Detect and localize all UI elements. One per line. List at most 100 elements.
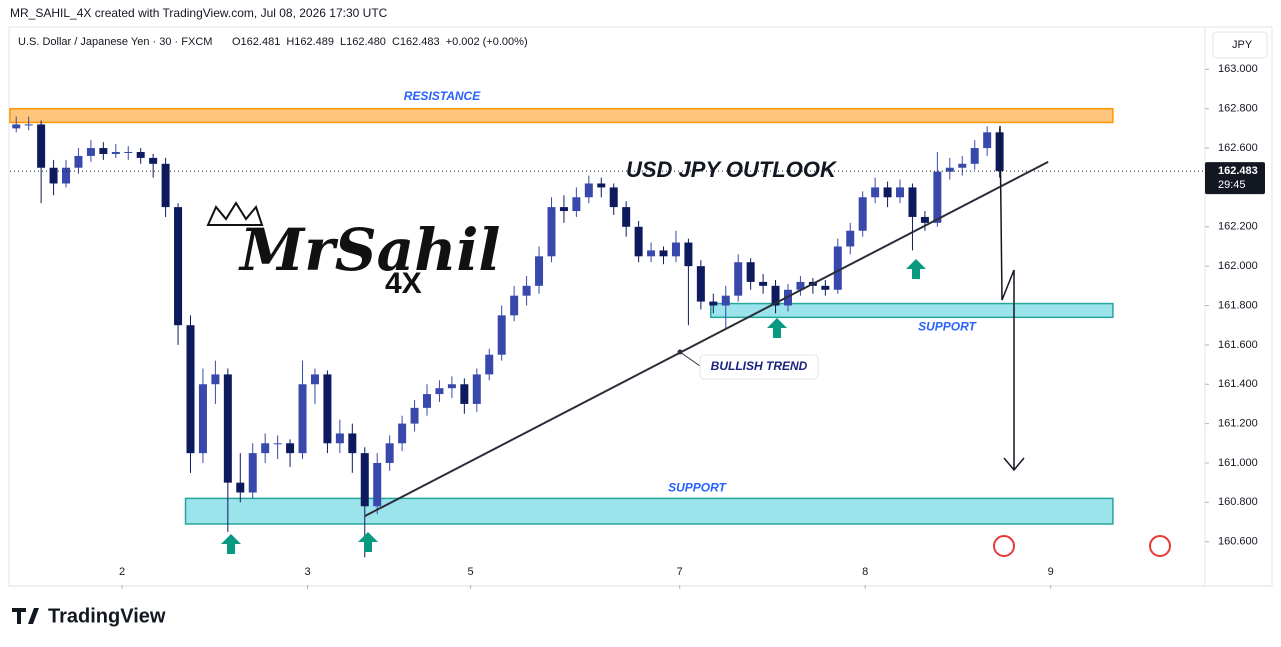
- x-tick-label: 3: [304, 566, 310, 578]
- chart-title: USD JPY OUTLOOK: [626, 157, 838, 182]
- candle-body: [572, 197, 581, 212]
- candle-body: [497, 315, 506, 355]
- candle-body: [559, 207, 568, 212]
- attribution: MR_SAHIL_4X created with TradingView.com…: [10, 6, 388, 20]
- candle-body: [671, 242, 680, 257]
- candle-body: [161, 163, 170, 208]
- y-tick-label: 162.600: [1218, 142, 1258, 154]
- candle-body: [796, 281, 805, 290]
- candle-body: [871, 187, 880, 198]
- candle-body: [198, 384, 207, 454]
- candle-body: [447, 384, 456, 389]
- candle-body: [771, 285, 780, 306]
- candle-body: [348, 433, 357, 454]
- candle-body: [696, 266, 705, 302]
- candle-body: [472, 374, 481, 404]
- chart-frame: [8, 26, 1273, 587]
- event-flag[interactable]: [993, 535, 1015, 557]
- candle-body: [647, 250, 656, 257]
- zone: [184, 497, 1114, 525]
- candle-body: [37, 124, 46, 168]
- x-tick-label: 8: [862, 566, 868, 578]
- zone: [9, 107, 1114, 124]
- candle-body: [124, 151, 133, 153]
- candle-body: [933, 171, 942, 223]
- projection-path: [999, 125, 1015, 470]
- candle-body: [435, 388, 444, 395]
- candle-body: [273, 443, 282, 445]
- y-tick-label: 161.600: [1218, 339, 1258, 351]
- candle-body: [983, 132, 992, 149]
- zone-label: RESISTANCE: [404, 89, 481, 103]
- candle-body: [609, 187, 618, 208]
- currency[interactable]: JPY: [1232, 39, 1253, 51]
- candle-body: [286, 443, 295, 454]
- candle-body: [833, 246, 842, 290]
- x-tick-label: 5: [468, 566, 474, 578]
- zone-label: SUPPORT: [668, 481, 727, 495]
- candle-body: [734, 262, 743, 296]
- candle-body: [111, 151, 120, 154]
- trend-line: [364, 160, 1049, 518]
- candle-body: [721, 295, 730, 306]
- callout-box: [699, 354, 819, 380]
- y-tick-label: 162.000: [1218, 260, 1258, 272]
- ohlc-value: L162.480: [340, 36, 386, 48]
- up-arrow: [767, 318, 787, 338]
- candle-body: [174, 207, 183, 326]
- candle-body: [485, 354, 494, 375]
- candle-body: [248, 453, 257, 493]
- candle-body: [634, 226, 643, 257]
- candle-body: [86, 148, 95, 156]
- candle-body: [12, 124, 21, 129]
- y-tick-label: 162.800: [1218, 103, 1258, 115]
- last-price-box: [1205, 162, 1265, 195]
- candle-body: [883, 187, 892, 198]
- candle-body: [136, 151, 145, 158]
- y-tick-label: 160.800: [1218, 496, 1258, 508]
- candle-body: [62, 167, 71, 184]
- candle-body: [398, 423, 407, 444]
- candle-body: [236, 482, 245, 493]
- last-price-label: 162.483: [1218, 165, 1258, 177]
- candle-body: [584, 183, 593, 198]
- candle-body: [410, 407, 419, 424]
- candle-body: [360, 453, 369, 507]
- candle-body: [323, 374, 332, 444]
- candle-body: [547, 207, 556, 257]
- candle-body: [460, 384, 469, 404]
- ohlc-value: H162.489: [286, 36, 334, 48]
- candle-body: [211, 374, 220, 385]
- candle-body: [149, 157, 158, 164]
- candle-body: [373, 462, 382, 507]
- candle-body: [970, 148, 979, 164]
- callout-line: [679, 351, 701, 367]
- watermark: MrSahil: [238, 216, 500, 284]
- watermark-crown: [206, 201, 264, 226]
- y-tick-label: 161.800: [1218, 299, 1258, 311]
- candle-body: [622, 207, 631, 227]
- ohlc-value: O162.481: [232, 36, 280, 48]
- candle-body: [423, 394, 432, 408]
- currency-box[interactable]: [1212, 31, 1268, 59]
- candle-body: [310, 374, 319, 385]
- y-tick-label: 163.000: [1218, 63, 1258, 75]
- x-tick-label: 9: [1048, 566, 1054, 578]
- up-arrow: [358, 532, 378, 552]
- candle-body: [535, 256, 544, 286]
- x-tick-label: 2: [119, 566, 125, 578]
- y-tick-label: 161.000: [1218, 457, 1258, 469]
- candle-body: [261, 443, 270, 454]
- zone: [710, 302, 1114, 319]
- candle-body: [24, 124, 33, 126]
- logo-icon: [12, 608, 39, 624]
- candle-body: [385, 443, 394, 463]
- y-tick-label: 161.400: [1218, 378, 1258, 390]
- event-flag[interactable]: [1149, 535, 1171, 557]
- candle-body: [659, 250, 668, 257]
- candle-body: [945, 167, 954, 172]
- candle-body: [958, 163, 967, 168]
